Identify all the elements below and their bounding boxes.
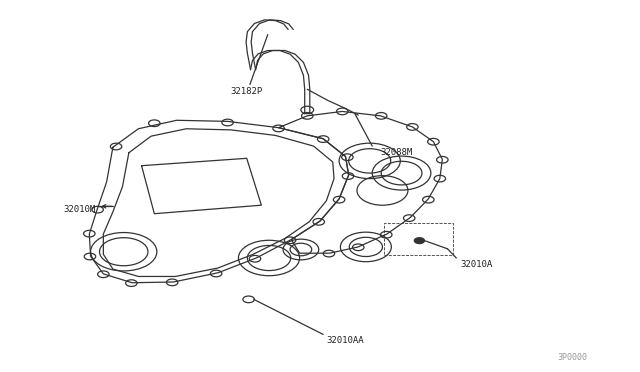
Text: 3P0000: 3P0000 — [557, 353, 587, 362]
Text: 32010AA: 32010AA — [326, 336, 364, 345]
Circle shape — [414, 238, 424, 244]
Text: 32010M: 32010M — [64, 205, 96, 215]
Text: 32010A: 32010A — [460, 260, 492, 269]
Text: 32182P: 32182P — [230, 87, 263, 96]
Text: 32088M: 32088M — [381, 148, 413, 157]
